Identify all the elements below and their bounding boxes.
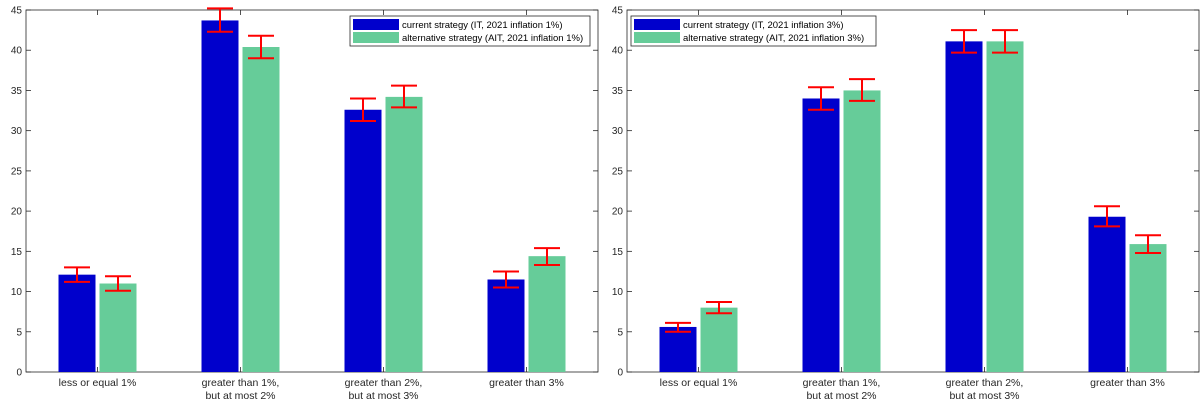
bar-series-1 — [201, 20, 239, 373]
bar-series-2 — [99, 283, 137, 372]
legend-swatch — [353, 32, 399, 43]
y-tick-label: 30 — [612, 126, 624, 137]
x-category-label: greater than 3% — [1090, 377, 1165, 389]
bar-series-1 — [659, 326, 697, 372]
bar-series-1 — [58, 274, 96, 372]
bar-series-2 — [700, 307, 738, 372]
y-tick-label: 10 — [612, 287, 624, 298]
legend-swatch — [634, 32, 680, 43]
bar-series-2 — [385, 96, 423, 372]
y-tick-label: 0 — [16, 368, 22, 379]
y-tick-label: 20 — [612, 207, 624, 218]
x-category-label: greater than 3% — [489, 377, 564, 389]
y-tick-label: 45 — [11, 6, 23, 17]
plot-area-frame — [626, 9, 1200, 373]
y-tick-label: 15 — [612, 247, 624, 258]
legend-label: alternative strategy (AIT, 2021 inflatio… — [402, 33, 583, 44]
y-tick-label: 5 — [16, 327, 22, 338]
x-category-label: greater than 1%, — [202, 377, 280, 389]
y-tick-label: 25 — [11, 166, 23, 177]
bar-series-1 — [1088, 216, 1126, 372]
y-tick-label: 35 — [11, 86, 23, 97]
bar-series-1 — [802, 98, 840, 372]
y-tick-label: 40 — [11, 46, 23, 57]
x-category-label: but at most 3% — [348, 390, 418, 402]
legend-label: current strategy (IT, 2021 inflation 1%) — [402, 20, 563, 31]
bar-series-2 — [986, 41, 1024, 373]
bar-series-1 — [487, 279, 525, 372]
x-category-label: greater than 1%, — [803, 377, 881, 389]
y-tick-label: 45 — [612, 6, 624, 17]
bar-series-2 — [528, 256, 566, 372]
y-tick-label: 25 — [612, 166, 624, 177]
bar-series-1 — [344, 109, 382, 373]
legend: current strategy (IT, 2021 inflation 1%)… — [349, 15, 591, 47]
chart-panel-1: 0 5 10 15 20 25 30 35 40 45 less or equal 1% greate… — [11, 6, 599, 402]
y-tick-label: 30 — [11, 126, 23, 137]
x-category-label: greater than 2%, — [946, 377, 1024, 389]
y-tick-label: 10 — [11, 287, 23, 298]
legend-label: alternative strategy (AIT, 2021 inflatio… — [683, 33, 864, 44]
x-category-label: but at most 2% — [205, 390, 275, 402]
y-tick-label: 5 — [617, 327, 623, 338]
x-category-label: greater than 2%, — [345, 377, 423, 389]
plot-area-frame — [25, 9, 599, 373]
y-tick-label: 0 — [617, 368, 623, 379]
chart-panel-2: 0 5 10 15 20 25 30 35 40 45 less or equal 1% greate… — [612, 6, 1200, 402]
y-tick-label: 20 — [11, 207, 23, 218]
legend-swatch — [353, 19, 399, 30]
y-tick-label: 15 — [11, 247, 23, 258]
y-tick-label: 35 — [612, 86, 624, 97]
x-category-label: but at most 3% — [949, 390, 1019, 402]
x-category-label: but at most 2% — [806, 390, 876, 402]
bar-series-1 — [945, 41, 983, 373]
bar-series-2 — [843, 90, 881, 372]
legend: current strategy (IT, 2021 inflation 3%)… — [630, 15, 877, 47]
x-category-label: less or equal 1% — [59, 377, 137, 389]
legend-swatch — [634, 19, 680, 30]
y-tick-label: 40 — [612, 46, 624, 57]
bar-series-2 — [242, 47, 280, 372]
bar-series-2 — [1129, 244, 1167, 372]
x-category-label: less or equal 1% — [660, 377, 738, 389]
legend-label: current strategy (IT, 2021 inflation 3%) — [683, 20, 844, 31]
